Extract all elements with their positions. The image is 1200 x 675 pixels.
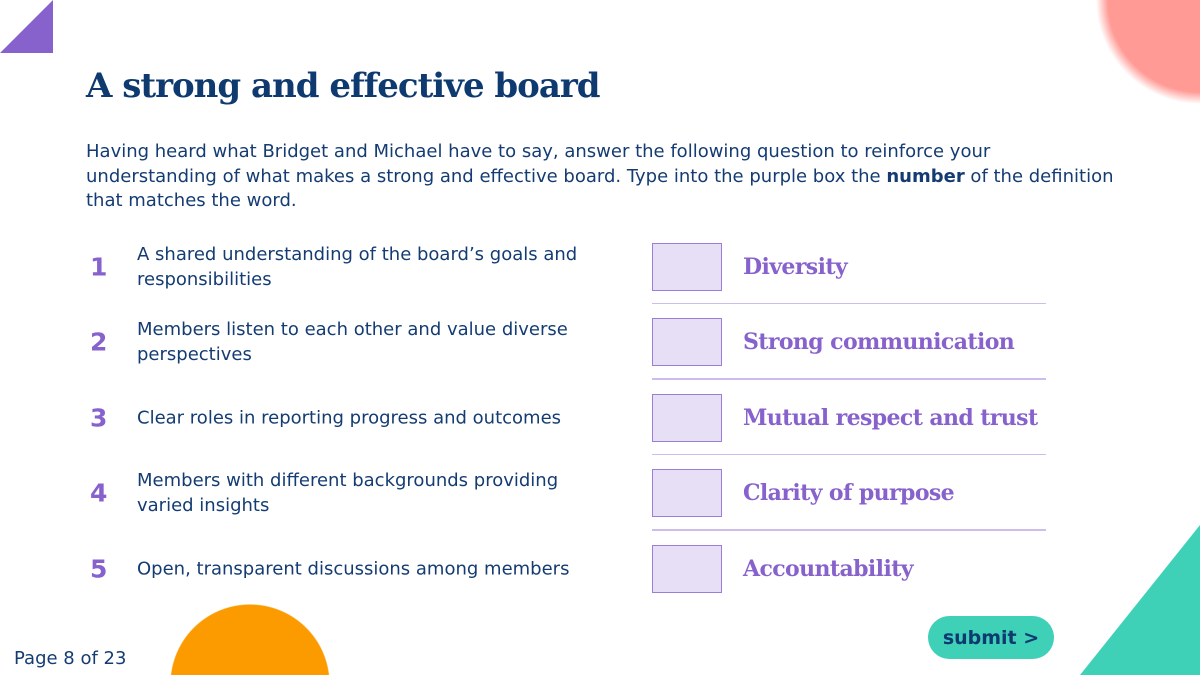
definition-text: Members listen to each other and value d… (137, 319, 568, 365)
term-label: Diversity (743, 253, 848, 280)
match-row: 4 Members with different backgrounds pro… (86, 456, 1046, 531)
page-title: A strong and effective board (86, 66, 601, 106)
match-row: 3 Clear roles in reporting progress and … (86, 380, 1046, 455)
definition-number: 5 (90, 554, 108, 583)
match-row: 2 Members listen to each other and value… (86, 305, 1046, 380)
row-divider (652, 529, 1046, 531)
match-row: 5 Open, transparent discussions among me… (86, 531, 1046, 606)
answer-input[interactable] (652, 318, 722, 366)
decorative-purple-triangle (0, 0, 53, 53)
instructions-text-end: of the definition that matches the word. (86, 165, 1114, 212)
term-label: Clarity of purpose (743, 480, 955, 506)
row-divider (652, 302, 1046, 304)
row-divider (652, 378, 1046, 380)
definition-text: Clear roles in reporting progress and ou… (137, 407, 562, 428)
decorative-teal-triangle (1080, 525, 1200, 675)
row-divider (652, 453, 1046, 455)
definition-number: 1 (90, 252, 108, 281)
answer-input[interactable] (652, 469, 722, 517)
decorative-coral-circle (1070, 0, 1200, 130)
page-indicator: Page 8 of 23 (14, 648, 127, 669)
decorative-orange-circle (170, 604, 330, 675)
instructions: Having heard what Bridget and Michael ha… (86, 140, 1116, 214)
definition-number: 3 (90, 403, 108, 432)
instructions-text: Having heard what Bridget and Michael ha… (86, 141, 991, 187)
answer-input[interactable] (652, 393, 722, 442)
instructions-bold: number (886, 165, 965, 187)
term-label: Strong communication (743, 329, 1015, 355)
term-label: Accountability (743, 555, 914, 582)
term-label: Mutual respect and trust (743, 404, 1038, 431)
definition-text: Open, transparent discussions among memb… (137, 558, 570, 579)
definition-text: A shared understanding of the board’s go… (137, 243, 578, 290)
definition-number: 4 (90, 478, 108, 508)
match-row: 1 A shared understanding of the board’s … (86, 229, 1046, 304)
definition-text: Members with different backgrounds provi… (137, 470, 559, 516)
answer-input[interactable] (652, 242, 722, 291)
answer-input[interactable] (652, 544, 722, 593)
submit-button[interactable]: submit > (928, 616, 1054, 659)
definition-number: 2 (90, 327, 108, 357)
